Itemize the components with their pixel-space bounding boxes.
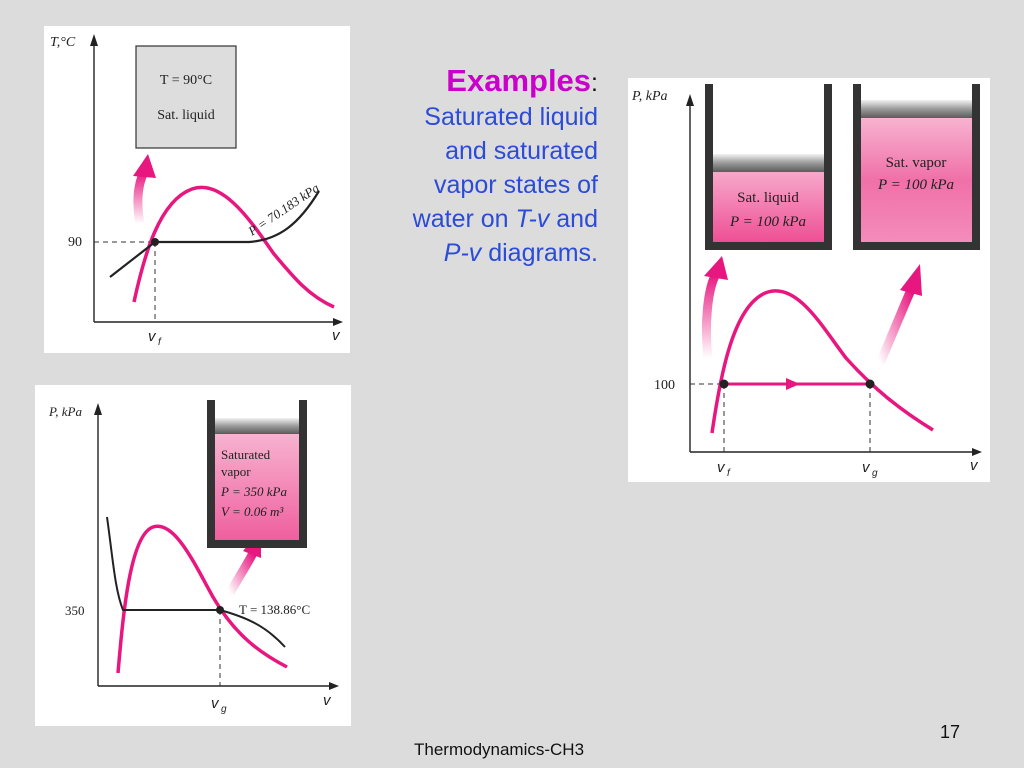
description-text: Examples: Saturated liquid and saturated… xyxy=(378,64,598,270)
line-5: P-v diagrams. xyxy=(443,239,598,267)
state-point xyxy=(216,606,224,614)
y-axis-arrowhead xyxy=(94,403,102,415)
y-axis-label: P, kPa xyxy=(631,89,668,104)
line-3: vapor states of xyxy=(434,171,598,199)
line-2: and saturated xyxy=(445,137,598,165)
liquid-fill xyxy=(713,172,824,242)
saturation-dome xyxy=(132,185,335,309)
right-arrow-head xyxy=(900,264,922,296)
y-axis-arrowhead xyxy=(686,94,694,106)
state-point-f xyxy=(719,379,729,389)
process-arrow xyxy=(786,378,800,390)
state-point xyxy=(151,238,159,246)
right-cyl-line-1: Sat. vapor xyxy=(886,155,947,171)
x-axis-arrowhead xyxy=(333,318,343,326)
saturation-dome xyxy=(710,289,934,434)
cylinder-wall-left xyxy=(207,400,215,548)
piston xyxy=(215,418,299,434)
vapor-fill xyxy=(215,434,299,540)
x-axis-arrowhead xyxy=(972,448,982,456)
box-line-2: Sat. liquid xyxy=(157,108,215,123)
tick-vf-sub: f xyxy=(158,337,162,348)
tick-90: 90 xyxy=(68,235,82,250)
box-line-1: Saturated xyxy=(221,447,271,462)
state-box xyxy=(135,45,237,149)
heading: Examples xyxy=(446,63,592,98)
box-line-4: V = 0.06 m³ xyxy=(221,504,284,519)
left-cyl-line-2: P = 100 kPa xyxy=(729,214,806,230)
tv-diagram-panel: T,°C v 90 v f P = 70.183 kPa T = 90°C Sa… xyxy=(44,26,350,353)
pv350-diagram-panel: P, kPa v 350 v g T = 138.86°C Saturated … xyxy=(35,385,351,726)
x-axis-label: v xyxy=(332,327,341,344)
isotherm-label: T = 138.86°C xyxy=(239,602,310,617)
left-cylinder-bottom xyxy=(705,242,832,250)
right-cylinder-bottom xyxy=(853,242,980,250)
cylinder-bottom xyxy=(207,540,307,548)
arrow-shaft xyxy=(226,550,258,596)
arrow-shaft xyxy=(133,169,149,225)
line-4: water on T-v and xyxy=(412,205,598,233)
heading-colon: : xyxy=(591,69,598,97)
line-1: Saturated liquid xyxy=(424,103,598,131)
box-line-2: vapor xyxy=(221,464,251,479)
tick-350: 350 xyxy=(65,603,85,618)
tick-vg: v xyxy=(862,459,871,476)
tick-vf-sub: f xyxy=(727,468,731,479)
tick-vf: v xyxy=(148,328,157,345)
left-cylinder-wall-left xyxy=(705,84,713,250)
left-arrow-head xyxy=(704,256,728,280)
left-piston xyxy=(713,154,824,172)
vapor-fill xyxy=(861,118,972,242)
arrow-head xyxy=(133,154,156,178)
tv-diagram: T,°C v 90 v f P = 70.183 kPa T = 90°C Sa… xyxy=(50,34,343,348)
right-cylinder-wall-right xyxy=(972,84,980,250)
pv100-diagram-panel: P, kPa v 100 v f v g Sat. liquid P = 100… xyxy=(628,78,990,482)
y-axis-arrowhead xyxy=(90,34,98,46)
x-axis-label: v xyxy=(970,457,979,474)
tick-vg: v xyxy=(211,695,220,712)
footer-text: Thermodynamics-CH3 xyxy=(414,740,585,759)
left-cyl-line-1: Sat. liquid xyxy=(737,190,799,206)
left-cylinder-wall-right xyxy=(824,84,832,250)
saturation-dome xyxy=(116,524,288,674)
right-piston xyxy=(861,100,972,118)
left-arrow-shaft xyxy=(701,271,721,359)
box-line-3: P = 350 kPa xyxy=(220,484,287,499)
right-cyl-line-2: P = 100 kPa xyxy=(877,177,954,193)
isotherm-line xyxy=(106,516,286,648)
tick-vf: v xyxy=(717,459,726,476)
tick-vg-sub: g xyxy=(872,468,878,479)
x-axis-arrowhead xyxy=(329,682,339,690)
y-axis-label: T,°C xyxy=(50,35,76,50)
tick-vg-sub: g xyxy=(221,704,227,715)
y-axis-label: P, kPa xyxy=(48,404,82,419)
tick-100: 100 xyxy=(654,378,675,393)
pv350-diagram: P, kPa v 350 v g T = 138.86°C Saturated … xyxy=(48,400,339,715)
state-point-g xyxy=(865,379,875,389)
pv100-diagram: P, kPa v 100 v f v g Sat. liquid P = 100… xyxy=(631,84,982,479)
right-arrow-shaft xyxy=(875,288,916,365)
isobar-line xyxy=(109,190,320,278)
right-cylinder-wall-left xyxy=(853,84,861,250)
cylinder-wall-right xyxy=(299,400,307,548)
box-line-1: T = 90°C xyxy=(160,73,212,88)
x-axis-label: v xyxy=(323,692,332,709)
page-number: 17 xyxy=(940,722,961,742)
